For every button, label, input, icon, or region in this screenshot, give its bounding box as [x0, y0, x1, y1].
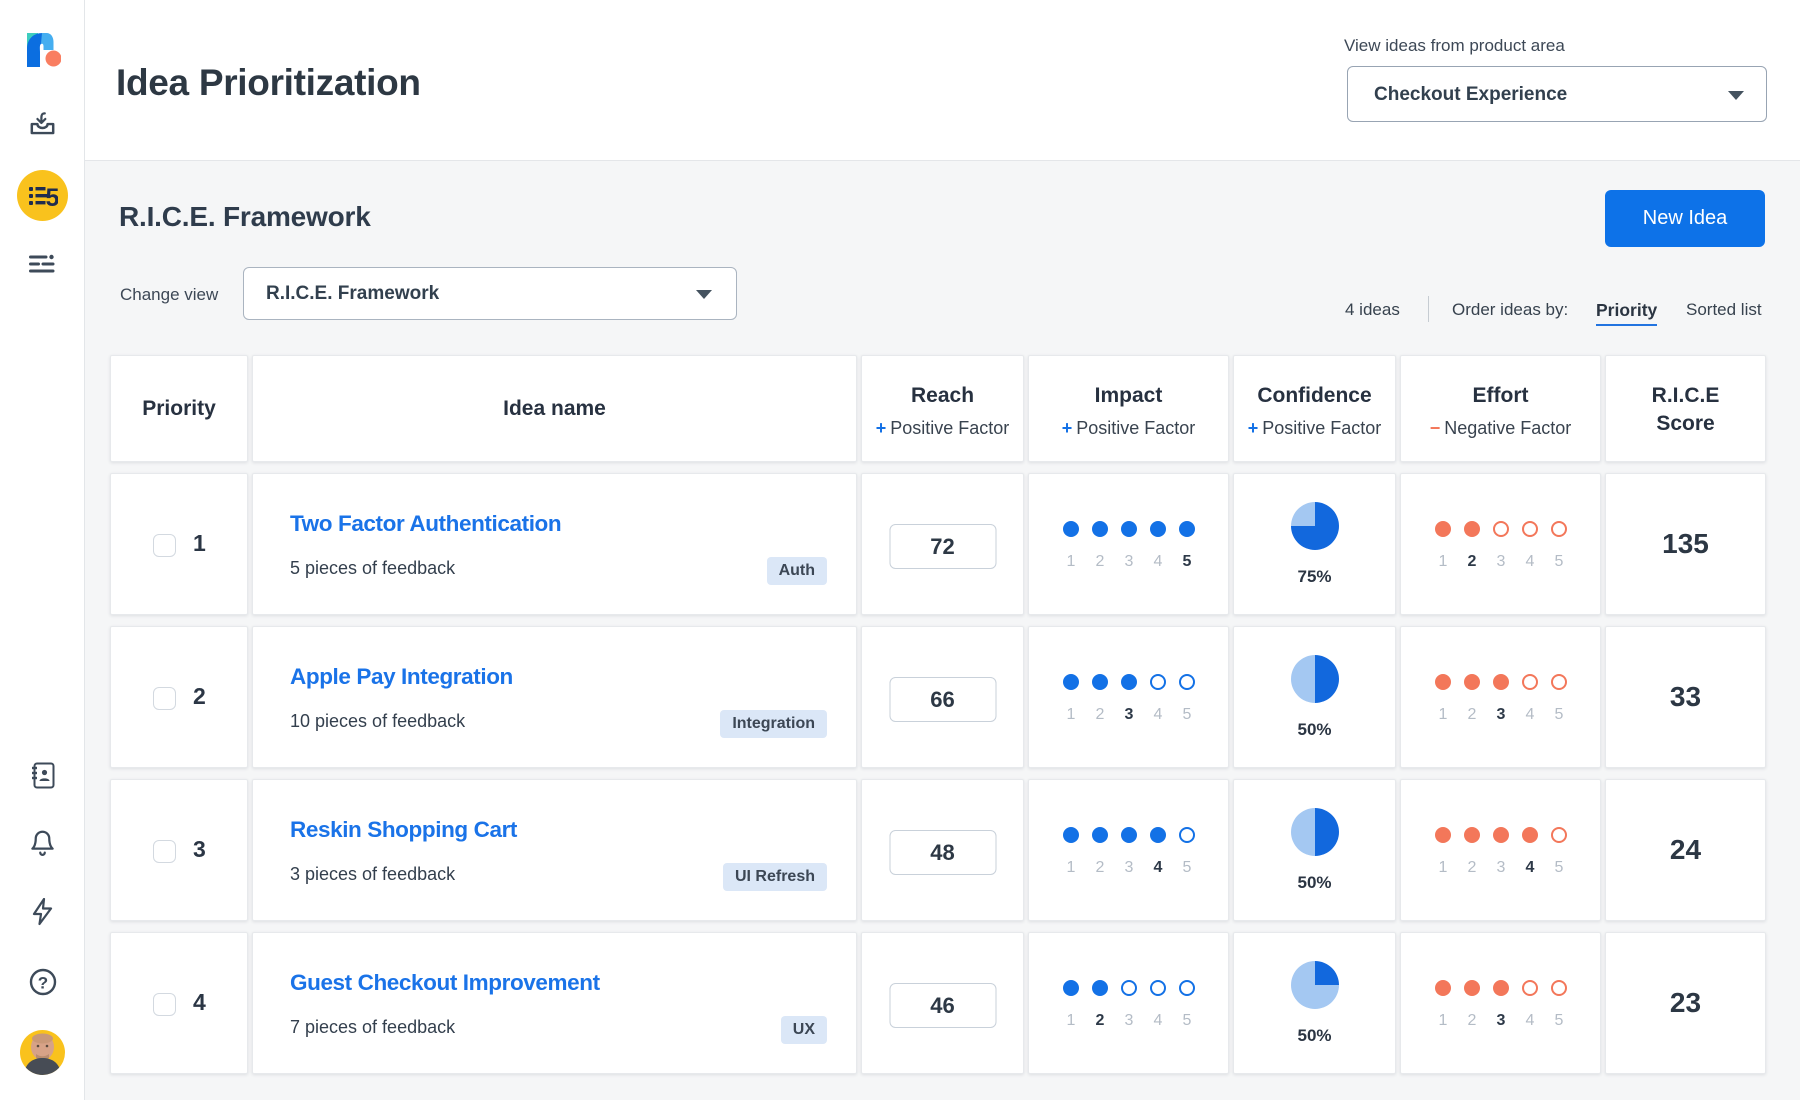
svg-text:5: 5: [46, 184, 59, 208]
svg-text:?: ?: [38, 974, 48, 993]
